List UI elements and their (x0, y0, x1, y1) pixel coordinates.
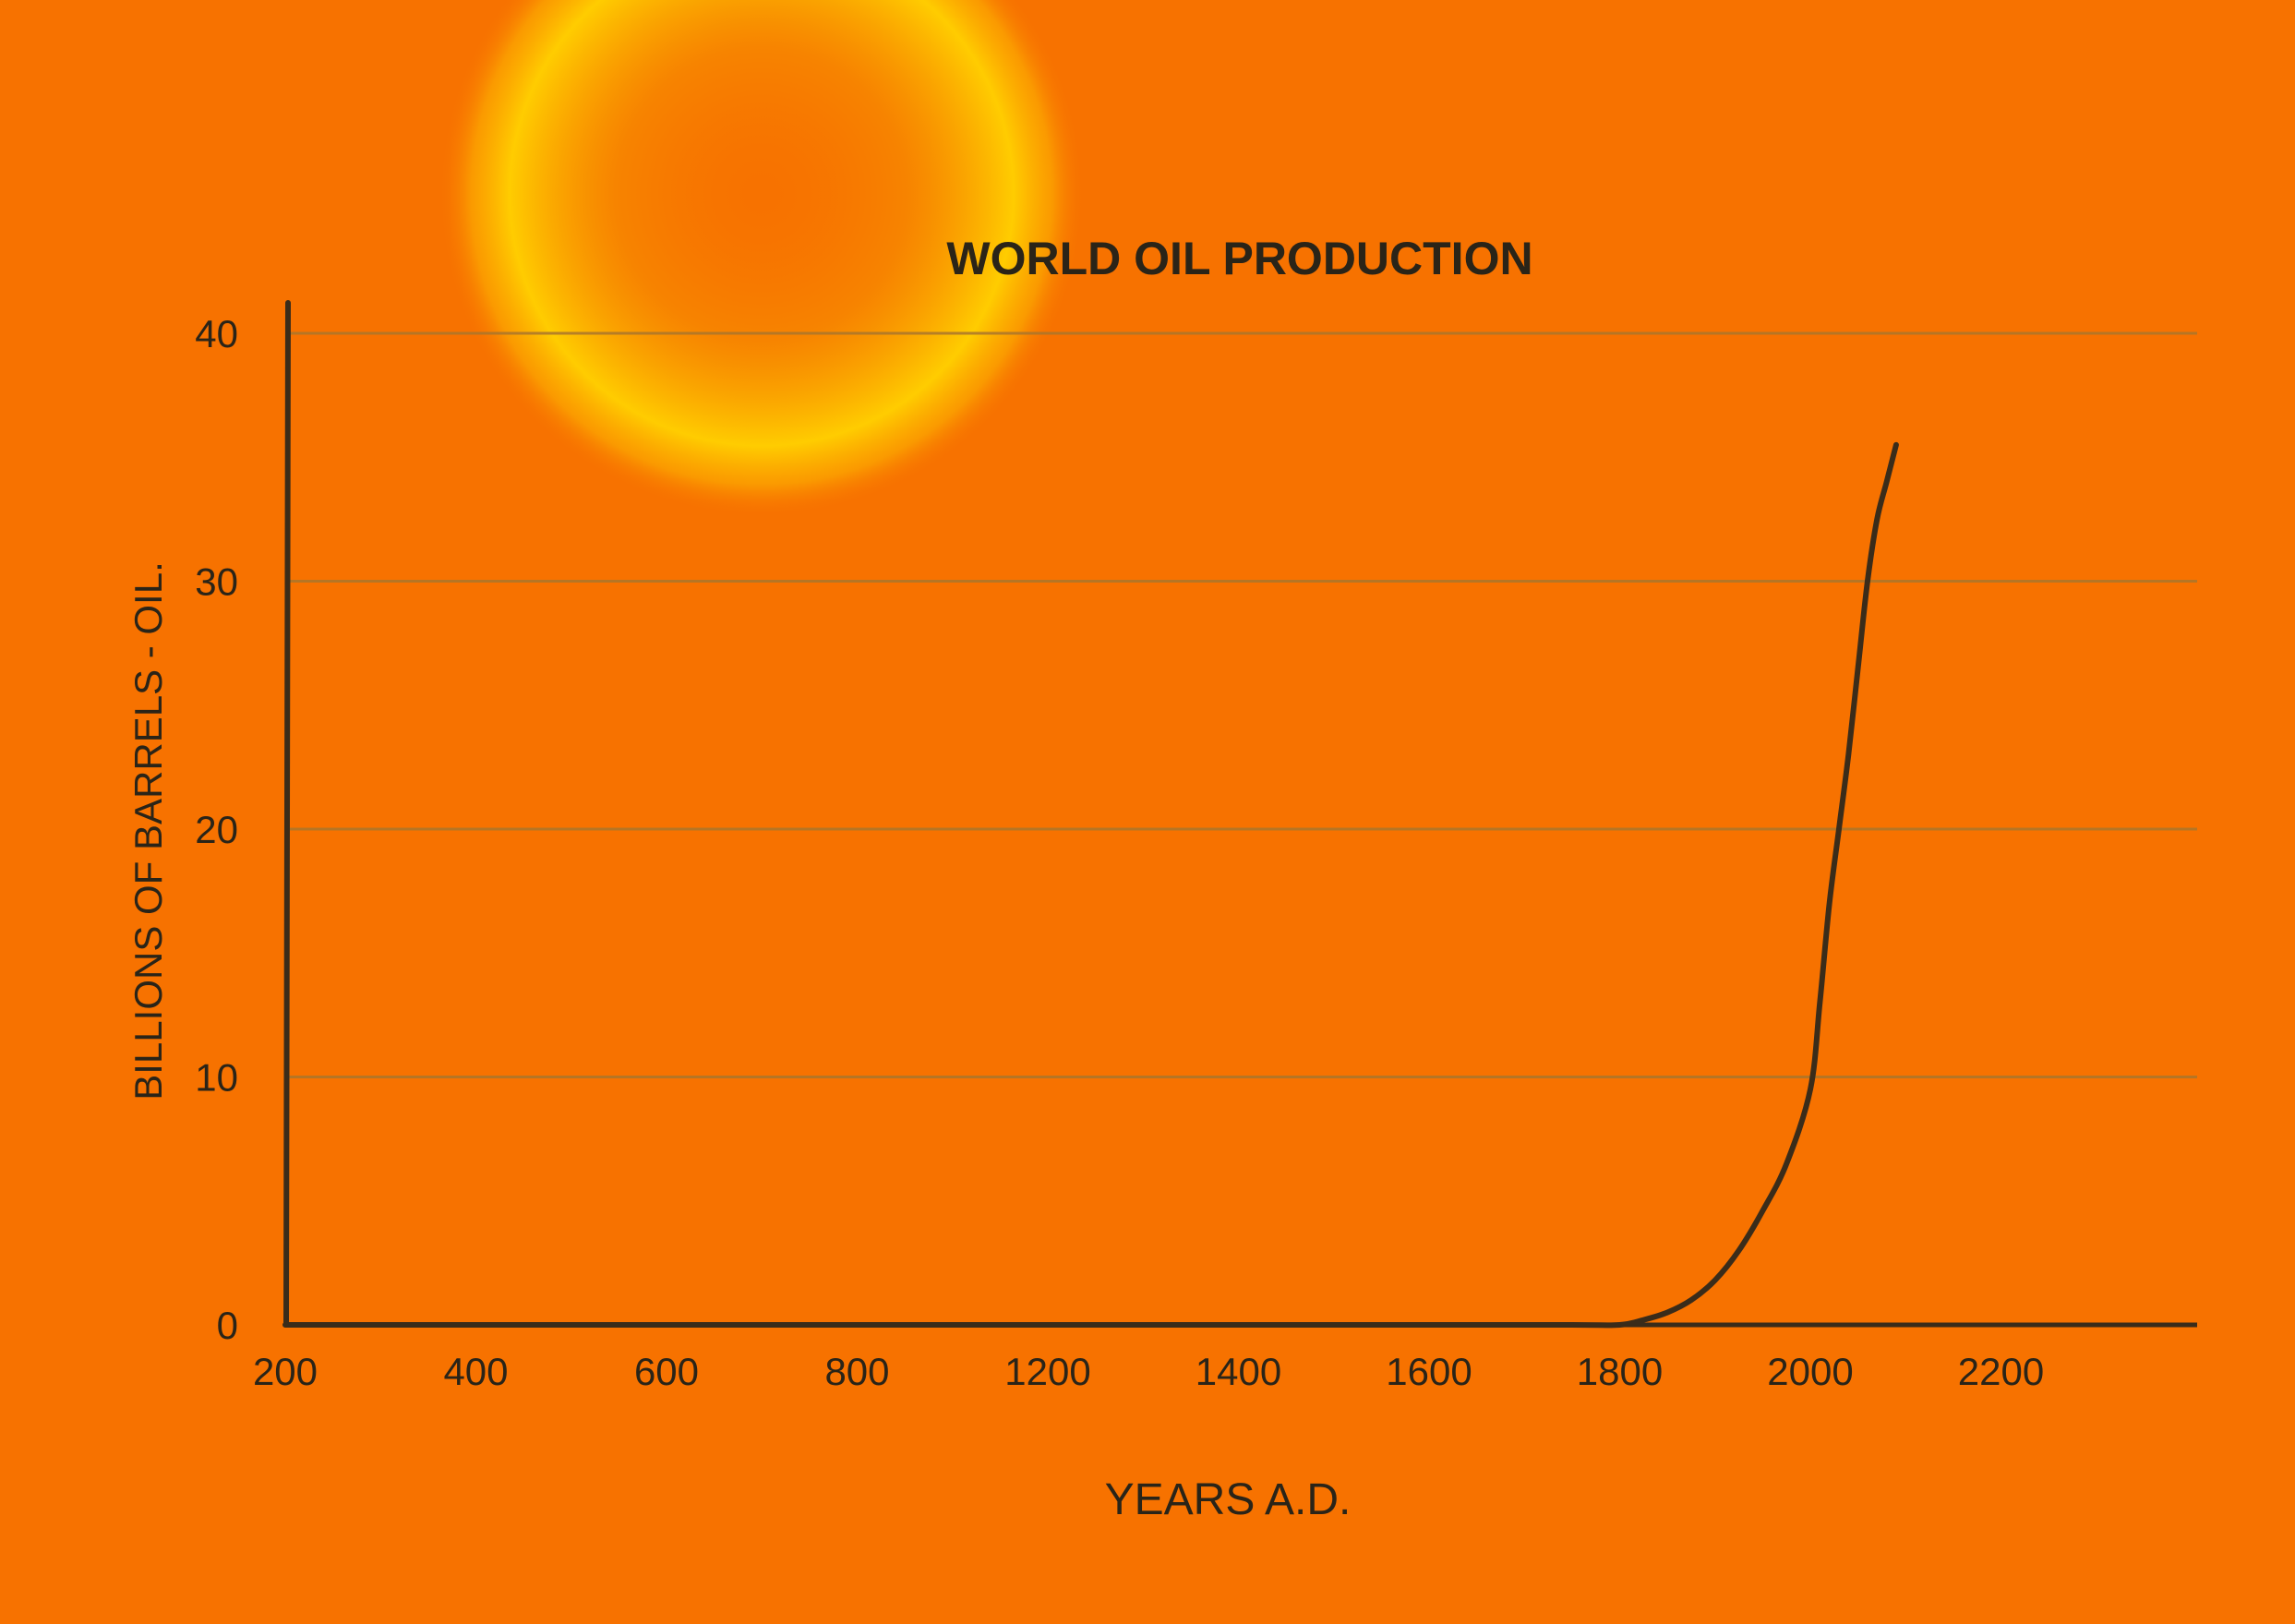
axes (283, 300, 2197, 1328)
series-layer (282, 441, 1899, 1329)
series-line-0 (282, 441, 1899, 1329)
x-tick-label-1600: 1600 (1386, 1350, 1472, 1393)
x-tick-label-600: 600 (634, 1350, 699, 1393)
y-axis-label: BILLIONS OF BARRELS - OIL. (126, 561, 170, 1101)
x-tick-label-1400: 1400 (1196, 1350, 1281, 1393)
x-tick-label-1200: 1200 (1004, 1350, 1090, 1393)
x-tick-labels: 200 400 600 800 1200 1400 1600 1800 2000 2200 (253, 1350, 2044, 1393)
sun-glow (439, 0, 1085, 517)
y-tick-labels: 0 10 20 30 40 (195, 312, 238, 1347)
y-tick-label-40: 40 (195, 312, 238, 355)
x-tick-label-800: 800 (824, 1350, 889, 1393)
y-tick-label-20: 20 (195, 808, 238, 851)
x-tick-label-1800: 1800 (1577, 1350, 1663, 1393)
y-axis-line (283, 300, 291, 1328)
gridlines (288, 331, 2197, 1078)
x-tick-label-200: 200 (253, 1350, 318, 1393)
x-axis-label: YEARS A.D. (1105, 1475, 1352, 1524)
y-tick-label-30: 30 (195, 560, 238, 604)
y-tick-label-10: 10 (195, 1056, 238, 1100)
y-tick-label-0: 0 (217, 1304, 238, 1347)
chart-title: WORLD OIL PRODUCTION (946, 233, 1532, 284)
x-tick-label-400: 400 (443, 1350, 508, 1393)
x-tick-label-2000: 2000 (1767, 1350, 1853, 1393)
x-tick-label-2200: 2200 (1958, 1350, 2044, 1393)
